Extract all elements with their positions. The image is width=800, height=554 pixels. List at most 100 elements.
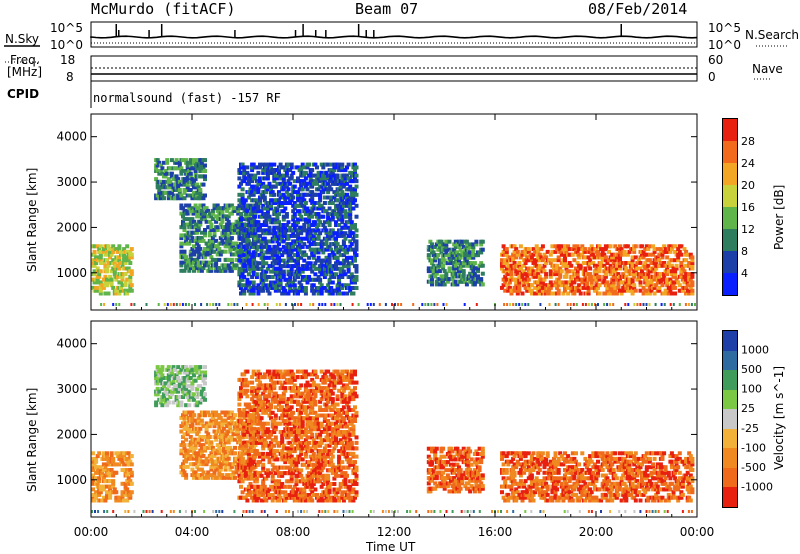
power-echo-cell bbox=[261, 280, 266, 285]
power-echo-cell bbox=[619, 252, 624, 257]
power-echo-cell bbox=[196, 255, 201, 260]
velocity-echo-cell bbox=[188, 456, 193, 461]
cpid-label: CPID bbox=[7, 87, 40, 101]
power-echo-cell bbox=[261, 264, 266, 269]
power-echo-cell bbox=[95, 244, 100, 249]
power-echo-cell bbox=[250, 184, 255, 189]
power-echo-cell bbox=[182, 268, 187, 273]
power-echo-cell bbox=[284, 165, 289, 170]
power-echo-cell bbox=[94, 255, 99, 260]
power-echo-cell bbox=[109, 269, 114, 274]
power-echo-cell bbox=[246, 272, 251, 277]
power-echo-cell bbox=[98, 244, 103, 249]
power-echo-cell bbox=[326, 214, 331, 219]
velocity-echo-cell bbox=[228, 421, 233, 426]
nsky-right-top: 10^5 bbox=[708, 21, 741, 35]
power-echo-cell bbox=[310, 168, 315, 173]
velocity-echo-cell bbox=[228, 426, 233, 431]
power-echo-cell bbox=[299, 217, 304, 222]
power-echo-cell bbox=[529, 288, 534, 293]
power-echo-cell bbox=[265, 250, 270, 255]
velocity-echo-cell bbox=[166, 367, 171, 372]
velocity-echo-cell bbox=[231, 473, 236, 478]
power-echo-cell bbox=[619, 280, 624, 285]
velocity-echo-cell bbox=[109, 468, 114, 472]
velocity-echo-cell bbox=[250, 462, 255, 467]
velocity-echo-cell bbox=[228, 467, 233, 472]
power-echo-cell bbox=[669, 247, 674, 252]
power-echo-cell bbox=[583, 249, 588, 254]
power-echo-cell bbox=[256, 187, 261, 192]
power-echo-cell bbox=[517, 288, 522, 293]
velocity-echo-cell bbox=[226, 456, 231, 461]
power-echo-cell bbox=[321, 206, 326, 211]
power-echo-cell bbox=[619, 247, 624, 252]
power-echo-cell bbox=[281, 187, 286, 192]
power-echo-cell bbox=[591, 252, 596, 257]
velocity-echo-cell bbox=[184, 475, 189, 480]
power-echo-cell bbox=[300, 253, 305, 258]
power-echo-cell bbox=[335, 242, 340, 247]
power-echo-cell bbox=[430, 282, 434, 287]
power-echo-cell bbox=[318, 277, 323, 282]
velocity-echo-cell bbox=[237, 413, 242, 418]
power-echo-cell bbox=[354, 277, 359, 282]
power-echo-cell bbox=[226, 257, 231, 262]
power-echo-cell bbox=[292, 206, 297, 211]
power-echo-cell bbox=[354, 203, 359, 208]
velocity-echo-cell bbox=[248, 457, 253, 462]
power-echo-cell bbox=[195, 158, 200, 163]
power-echo-cell bbox=[220, 211, 225, 216]
power-echo-cell bbox=[119, 288, 123, 293]
power-echo-cell bbox=[665, 266, 670, 271]
power-echo-cell bbox=[316, 242, 321, 247]
power-echo-cell bbox=[351, 201, 356, 205]
power-echo-cell bbox=[351, 275, 356, 279]
power-echo-cell bbox=[614, 263, 619, 268]
power-echo-cell bbox=[534, 269, 539, 274]
velocity-echo-cell bbox=[204, 456, 209, 461]
power-echo-cell bbox=[346, 247, 351, 252]
velocity-echo-cell bbox=[184, 437, 189, 442]
power-echo-cell bbox=[275, 253, 280, 258]
velocity-echo-cell bbox=[253, 430, 258, 434]
power-echo-cell bbox=[300, 244, 305, 249]
power-echo-cell bbox=[316, 250, 321, 255]
power-echo-cell bbox=[272, 179, 277, 184]
power-echo-cell bbox=[316, 173, 321, 178]
power-echo-cell bbox=[259, 242, 264, 247]
power-echo-cell bbox=[300, 286, 305, 290]
power-echo-cell bbox=[354, 228, 359, 233]
power-echo-cell bbox=[185, 260, 190, 265]
power-echo-cell bbox=[155, 193, 160, 198]
power-echo-cell bbox=[123, 283, 128, 288]
power-echo-cell bbox=[564, 274, 569, 279]
power-echo-cell bbox=[529, 266, 534, 271]
power-echo-cell bbox=[182, 249, 187, 254]
power-echo-cell bbox=[101, 249, 106, 254]
power-echo-cell bbox=[322, 184, 327, 189]
power-ground-scatter bbox=[215, 303, 218, 306]
power-echo-cell bbox=[611, 277, 616, 282]
power-echo-cell bbox=[589, 285, 594, 290]
power-echo-cell bbox=[242, 244, 247, 249]
velocity-echo-cell bbox=[248, 482, 253, 486]
power-echo-cell bbox=[163, 190, 168, 195]
velocity-echo-cell bbox=[179, 415, 184, 420]
velocity-echo-cell bbox=[111, 473, 116, 478]
power-echo-cell bbox=[447, 269, 452, 274]
power-echo-cell bbox=[259, 266, 264, 271]
power-echo-cell bbox=[179, 225, 184, 230]
power-echo-cell bbox=[684, 258, 689, 263]
power-echo-cell bbox=[514, 247, 519, 252]
power-echo-cell bbox=[596, 263, 600, 268]
velocity-echo-cell bbox=[157, 389, 162, 394]
power-echo-cell bbox=[307, 239, 312, 244]
power-echo-cell bbox=[669, 269, 674, 274]
power-echo-cell bbox=[275, 277, 280, 282]
velocity-echo-cell bbox=[165, 386, 170, 391]
power-echo-cell bbox=[682, 280, 687, 285]
power-echo-cell bbox=[567, 247, 572, 252]
power-echo-cell bbox=[207, 219, 212, 224]
power-echo-cell bbox=[594, 272, 599, 277]
